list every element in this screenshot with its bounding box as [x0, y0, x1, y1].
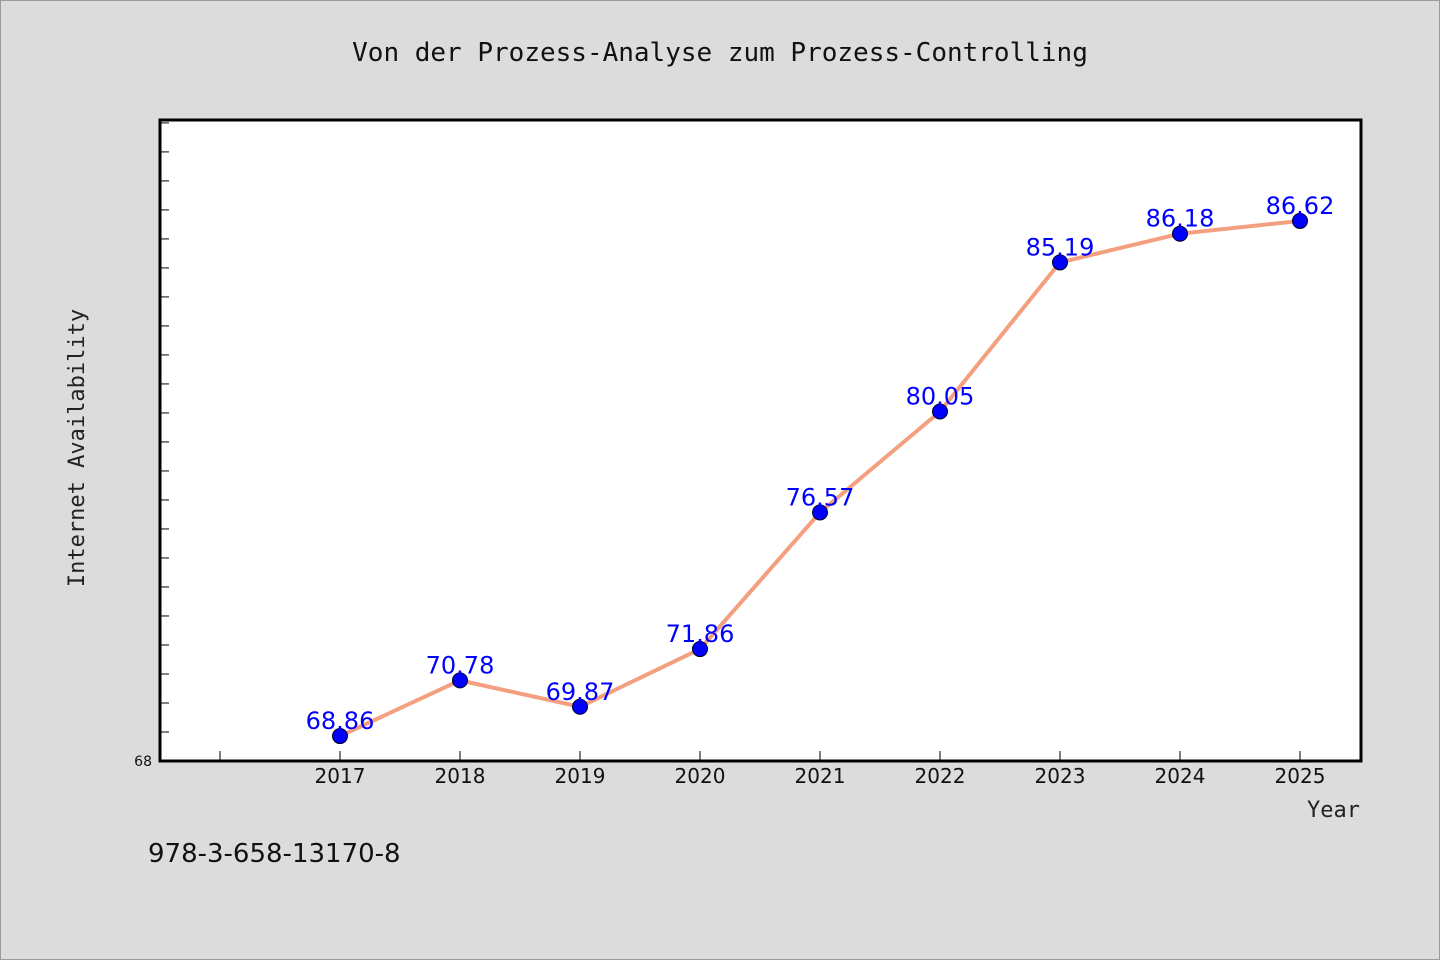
x-tick-label: 2017 — [315, 764, 366, 788]
data-point — [692, 641, 708, 658]
chart-title: Von der Prozess-Analyse zum Prozess-Cont… — [352, 38, 1088, 68]
x-tick-label: 2024 — [1155, 764, 1206, 788]
y-axis-label: Internet Availability — [65, 309, 90, 587]
data-label: 71.86 — [666, 620, 735, 648]
isbn-footer: 978-3-658-13170-8 — [148, 839, 401, 869]
data-label: 86.18 — [1146, 205, 1215, 233]
x-axis-ticks: 2017 2018 2019 2020 2021 2022 2023 2024 2025 — [219, 751, 1326, 788]
x-tick-label: 2023 — [1035, 764, 1086, 788]
x-tick-label: 2021 — [795, 764, 846, 788]
data-point — [1052, 254, 1068, 271]
data-label: 70.78 — [426, 651, 495, 679]
data-point — [1172, 225, 1188, 242]
data-label: 86.62 — [1266, 192, 1335, 220]
y-tick-label: 68 — [134, 754, 152, 770]
data-label: 69.87 — [546, 678, 615, 706]
x-tick-label: 2022 — [915, 764, 966, 788]
data-point — [452, 672, 468, 689]
data-point — [932, 403, 948, 420]
data-point — [332, 728, 348, 745]
x-tick-label: 2018 — [435, 764, 486, 788]
x-tick-label: 2020 — [675, 764, 726, 788]
data-point — [1292, 212, 1308, 229]
x-axis-label: Year — [1307, 798, 1360, 823]
plot-area — [158, 118, 1363, 763]
x-tick-label: 2019 — [555, 764, 606, 788]
data-point — [572, 698, 588, 715]
series-0: 68.86 70.78 69.87 71.86 76.57 80.05 85.19 86.18… — [306, 192, 1335, 745]
x-tick-label: 2025 — [1275, 764, 1326, 788]
data-label: 68.86 — [306, 707, 375, 735]
data-label: 80.05 — [906, 382, 975, 410]
data-label: 76.57 — [786, 483, 855, 511]
data-point — [812, 504, 828, 521]
y-axis-ticks: 68 — [134, 122, 169, 770]
data-label: 85.19 — [1026, 233, 1095, 261]
